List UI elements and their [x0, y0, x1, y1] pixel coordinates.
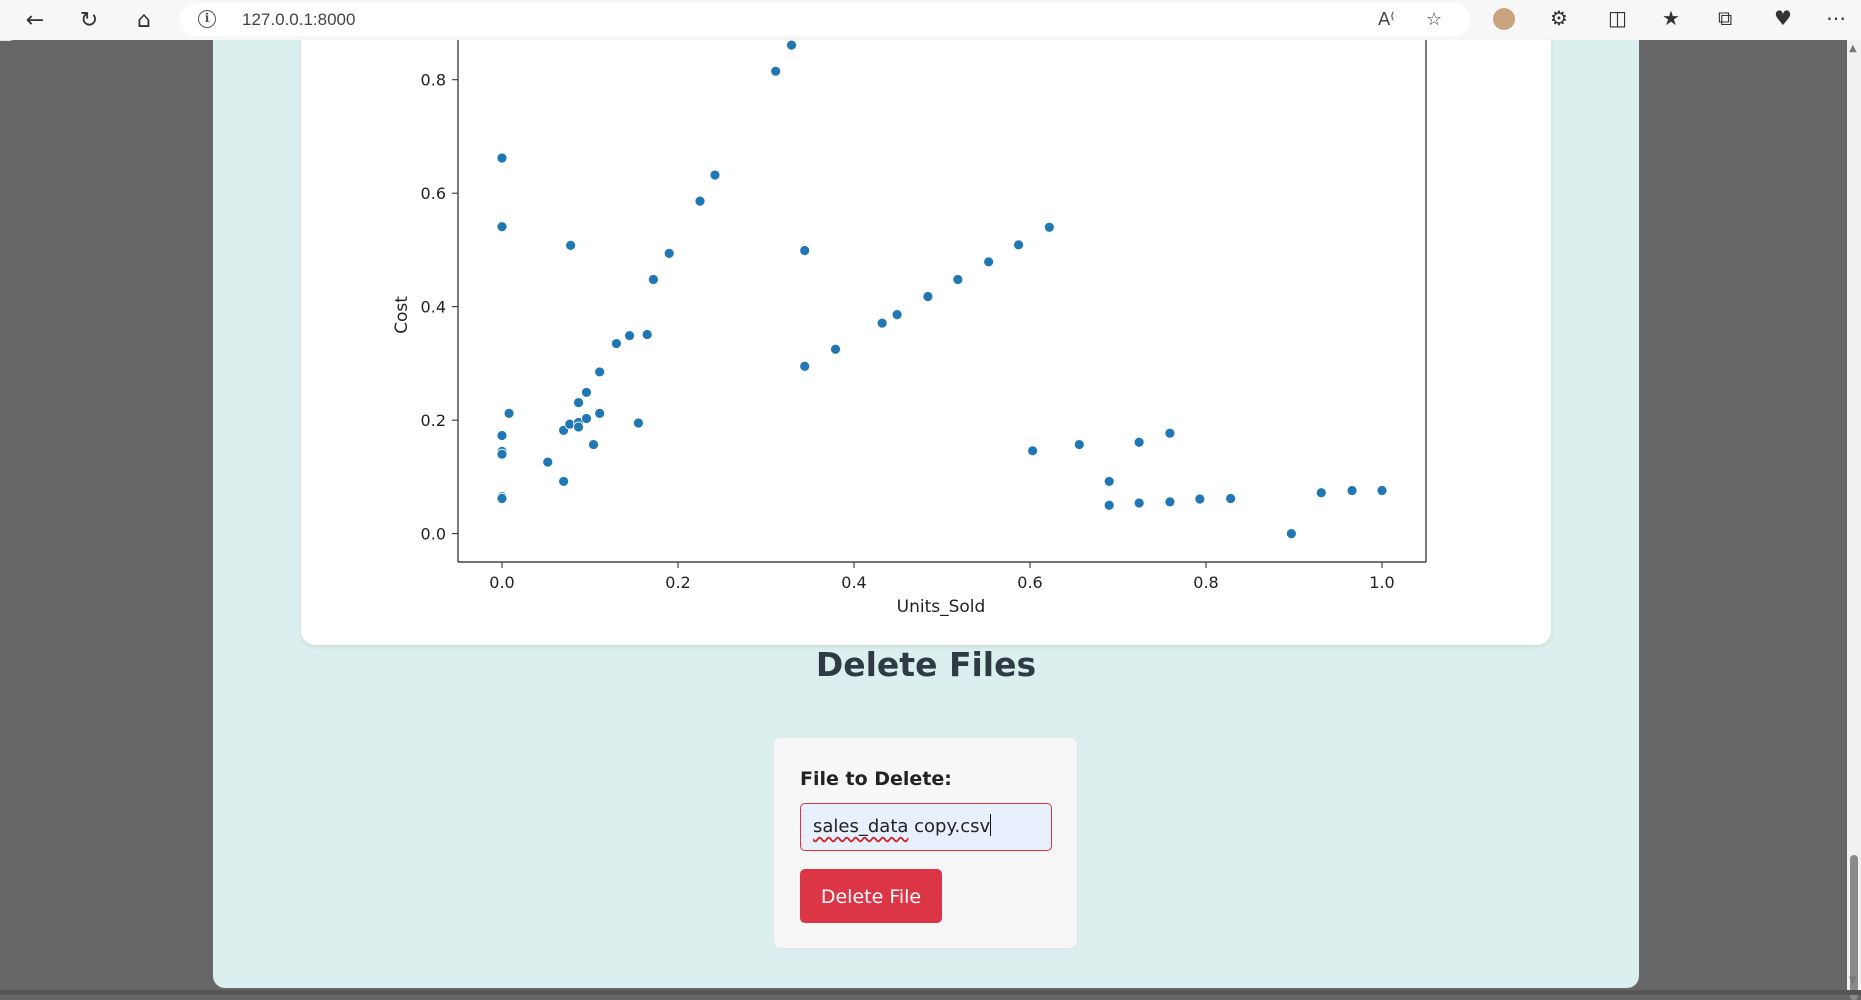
delete-file-button[interactable]: Delete File	[800, 869, 942, 923]
scatter-point	[496, 152, 508, 164]
scroll-thumb[interactable]	[1850, 855, 1858, 1000]
scatter-point	[565, 239, 577, 251]
scatter-point	[573, 397, 584, 408]
scatter-point	[1103, 499, 1115, 511]
scatter-chart: 0.0 0.2 0.4 0.6 0.8 1.0 0.0 0.2 0.4 0.6 0.8 Units_…	[392, 40, 1427, 617]
y-axis-label: Cost	[392, 296, 412, 334]
scatter-point	[1285, 528, 1297, 540]
scatter-point	[581, 386, 592, 398]
split-screen-icon[interactable]: ◫	[1608, 6, 1627, 30]
scatter-point	[503, 407, 515, 419]
scatter-point	[558, 476, 570, 487]
refresh-icon[interactable]: ↻	[79, 7, 99, 33]
scatter-point	[1164, 496, 1176, 508]
scatter-point	[694, 195, 706, 207]
y-tick-label: 0.8	[421, 71, 446, 90]
back-icon[interactable]: ←	[25, 7, 45, 33]
favorites-icon[interactable]: ★	[1662, 6, 1680, 30]
info-icon[interactable]: i	[198, 10, 216, 28]
y-tick-label: 0.2	[421, 411, 446, 430]
scatter-point	[1027, 445, 1039, 457]
collections-icon[interactable]: ⧉	[1718, 6, 1733, 30]
scatter-point	[709, 169, 721, 181]
x-tick-label: 0.6	[1017, 573, 1042, 592]
scatter-point	[983, 256, 995, 268]
scatter-point	[1133, 436, 1145, 448]
scatter-point	[663, 247, 675, 259]
scroll-down-icon[interactable]: ▼	[1849, 975, 1857, 986]
scatter-point	[647, 274, 659, 285]
scatter-point	[1194, 493, 1206, 505]
scatter-point	[496, 221, 508, 233]
scatter-point	[581, 413, 592, 424]
x-tick-label: 0.8	[1193, 573, 1218, 592]
x-tick-label: 0.4	[841, 573, 866, 592]
scatter-point	[830, 343, 841, 355]
profile-icon[interactable]	[1493, 8, 1515, 30]
scatter-point	[876, 317, 888, 329]
file-to-delete-label: File to Delete:	[800, 768, 952, 790]
scatter-point	[770, 65, 782, 77]
scatter-point	[594, 407, 606, 419]
scatter-point	[624, 330, 636, 342]
scatter-point	[891, 309, 903, 321]
scatter-point	[1376, 485, 1388, 496]
scatter-point	[1133, 497, 1145, 509]
scatter-point	[594, 366, 606, 378]
home-icon[interactable]: ⌂	[137, 7, 151, 33]
scatter-point	[496, 448, 508, 460]
favorite-star-icon[interactable]: ☆	[1426, 9, 1443, 30]
y-tick-label: 0.6	[421, 184, 446, 203]
scatter-point	[632, 417, 644, 429]
x-tick-label: 0.0	[489, 573, 514, 592]
scatter-point	[1103, 476, 1115, 487]
text-caret	[990, 814, 992, 836]
scatter-point	[1225, 493, 1237, 504]
scatter-point	[1346, 485, 1358, 496]
x-tick-label: 0.2	[665, 573, 690, 592]
x-tick-label: 1.0	[1369, 573, 1394, 592]
scatter-point	[573, 421, 584, 433]
bottom-edge	[0, 990, 1861, 995]
x-axis-label: Units_Sold	[897, 597, 986, 617]
scatter-point	[922, 291, 934, 302]
extensions-icon[interactable]: ⚙	[1550, 6, 1568, 30]
y-tick-label: 0.4	[421, 298, 446, 317]
address-bar[interactable]: i 127.0.0.1:8000 A⁽ ☆	[180, 3, 1470, 36]
vertical-scrollbar[interactable]: ▲ ▼	[1847, 40, 1861, 1000]
scatter-point	[588, 439, 599, 450]
input-value-rest: copy.csv	[908, 816, 991, 837]
y-tick-label: 0.0	[421, 525, 446, 544]
scatter-point	[1073, 439, 1085, 450]
scatter-point	[786, 40, 797, 51]
browser-toolbar: ← ↻ ⌂ i 127.0.0.1:8000 A⁽ ☆ ⚙ ◫ ★ ⧉ ♥ ⋯	[0, 0, 1861, 41]
scatter-point	[542, 456, 554, 468]
delete-files-heading: Delete Files	[815, 645, 1037, 684]
url-text[interactable]: 127.0.0.1:8000	[242, 10, 356, 29]
scroll-up-icon[interactable]: ▲	[1849, 43, 1857, 54]
scatter-point	[496, 493, 508, 504]
delete-form: File to Delete: sales_data copy.csv Dele…	[773, 737, 1078, 949]
scatter-point	[1315, 487, 1327, 499]
browser-essentials-icon[interactable]: ♥	[1774, 6, 1792, 30]
scatter-point	[496, 430, 508, 441]
scatter-point	[952, 274, 964, 285]
spellcheck-word: sales_data	[813, 816, 909, 837]
scatter-point	[1013, 239, 1024, 251]
scatter-point	[799, 245, 811, 256]
scatter-point	[641, 329, 653, 340]
scatter-point	[799, 360, 811, 372]
scatter-point	[1043, 221, 1055, 233]
file-to-delete-input[interactable]: sales_data copy.csv	[800, 803, 1052, 851]
more-icon[interactable]: ⋯	[1826, 6, 1846, 30]
scatter-point	[610, 338, 622, 349]
read-aloud-icon[interactable]: A⁽	[1378, 9, 1395, 30]
scatter-point	[1164, 427, 1176, 439]
chart-card: 0.0 0.2 0.4 0.6 0.8 1.0 0.0 0.2 0.4 0.6 0.8 Units_…	[301, 40, 1551, 645]
